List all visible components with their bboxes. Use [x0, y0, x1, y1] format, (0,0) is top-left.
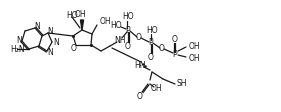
Text: HN: HN — [134, 60, 146, 70]
Text: N: N — [47, 47, 53, 56]
Text: N: N — [47, 27, 53, 36]
Text: OH: OH — [189, 42, 201, 51]
Text: SH: SH — [177, 79, 187, 87]
Text: O: O — [137, 92, 143, 100]
Text: OH: OH — [150, 84, 162, 93]
Text: OH: OH — [74, 10, 86, 18]
Text: O: O — [159, 43, 165, 53]
Text: O: O — [136, 32, 142, 42]
Text: N: N — [16, 36, 22, 44]
Text: NH: NH — [114, 36, 126, 44]
Text: N: N — [53, 38, 59, 46]
Text: N: N — [34, 22, 40, 30]
Text: O: O — [148, 53, 154, 61]
Text: O: O — [125, 42, 131, 51]
Polygon shape — [80, 20, 83, 30]
Text: HO: HO — [66, 11, 78, 19]
Text: HO: HO — [110, 20, 122, 29]
Text: HO: HO — [146, 26, 158, 34]
Text: P: P — [173, 50, 177, 58]
Text: O: O — [71, 43, 77, 53]
Text: O: O — [172, 34, 178, 43]
Text: HO: HO — [122, 12, 134, 20]
Text: OH: OH — [189, 54, 201, 62]
Text: P: P — [126, 26, 130, 34]
Text: H₂N: H₂N — [10, 44, 25, 54]
Text: OH: OH — [100, 16, 112, 26]
Text: P: P — [149, 38, 153, 46]
